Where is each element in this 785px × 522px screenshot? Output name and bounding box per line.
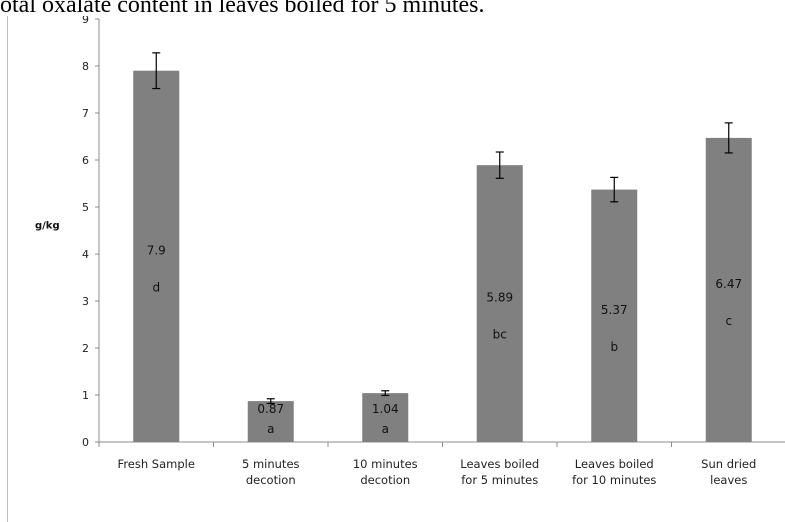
y-tick-label: 6 xyxy=(82,154,89,167)
y-tick-label: 8 xyxy=(82,60,89,73)
chart-frame: 0 1 2 3 4 5 6 7 8 9 g/kg 7.9 d Fresh Sample 0.87 a 5 min… xyxy=(7,16,785,522)
x-tick-label: 5 minutes xyxy=(242,457,300,471)
y-tick-label: 1 xyxy=(82,389,89,402)
data-label: 7.9 xyxy=(147,243,166,257)
x-tick-label: decotion xyxy=(246,473,296,487)
x-tick-label: decotion xyxy=(360,473,410,487)
bar xyxy=(362,393,409,442)
significance-letter: d xyxy=(152,280,160,294)
y-axis-label: g/kg xyxy=(35,221,60,232)
x-tick-label: for 5 minutes xyxy=(461,473,538,487)
data-label: 5.37 xyxy=(601,303,628,317)
x-tick-label: Leaves boiled xyxy=(460,457,539,471)
bar xyxy=(476,165,523,443)
x-tick-label: Leaves boiled xyxy=(575,457,654,471)
y-tick-label: 5 xyxy=(82,201,89,214)
significance-letter: c xyxy=(725,314,732,328)
bar xyxy=(133,70,180,442)
significance-letter: b xyxy=(610,340,618,354)
x-tick-label: for 10 minutes xyxy=(572,473,656,487)
significance-letter: bc xyxy=(493,328,507,342)
figure-caption: otal oxalate content in leaves boiled fo… xyxy=(0,0,485,18)
data-label: 1.04 xyxy=(372,402,399,416)
bar xyxy=(247,401,294,442)
y-tick-label: 2 xyxy=(82,342,89,355)
x-tick-label: leaves xyxy=(710,473,747,487)
y-tick-label: 3 xyxy=(82,295,89,308)
y-tick-label: 9 xyxy=(82,16,89,26)
x-tick-label: Fresh Sample xyxy=(118,457,195,471)
y-tick-label: 4 xyxy=(82,248,89,261)
significance-letter: a xyxy=(382,422,389,436)
x-tick-label: 10 minutes xyxy=(353,457,418,471)
data-label: 0.87 xyxy=(257,402,284,416)
bar xyxy=(591,189,638,442)
significance-letter: a xyxy=(267,422,274,436)
bar xyxy=(705,137,752,442)
x-tick-label: Sun dried xyxy=(701,457,756,471)
data-label: 6.47 xyxy=(715,277,742,291)
y-tick-label: 7 xyxy=(82,107,89,120)
bar-chart: 0 1 2 3 4 5 6 7 8 9 g/kg 7.9 d Fresh Sample 0.87 a 5 min… xyxy=(35,16,785,487)
data-label: 5.89 xyxy=(486,291,513,305)
y-tick-label: 0 xyxy=(82,436,89,449)
